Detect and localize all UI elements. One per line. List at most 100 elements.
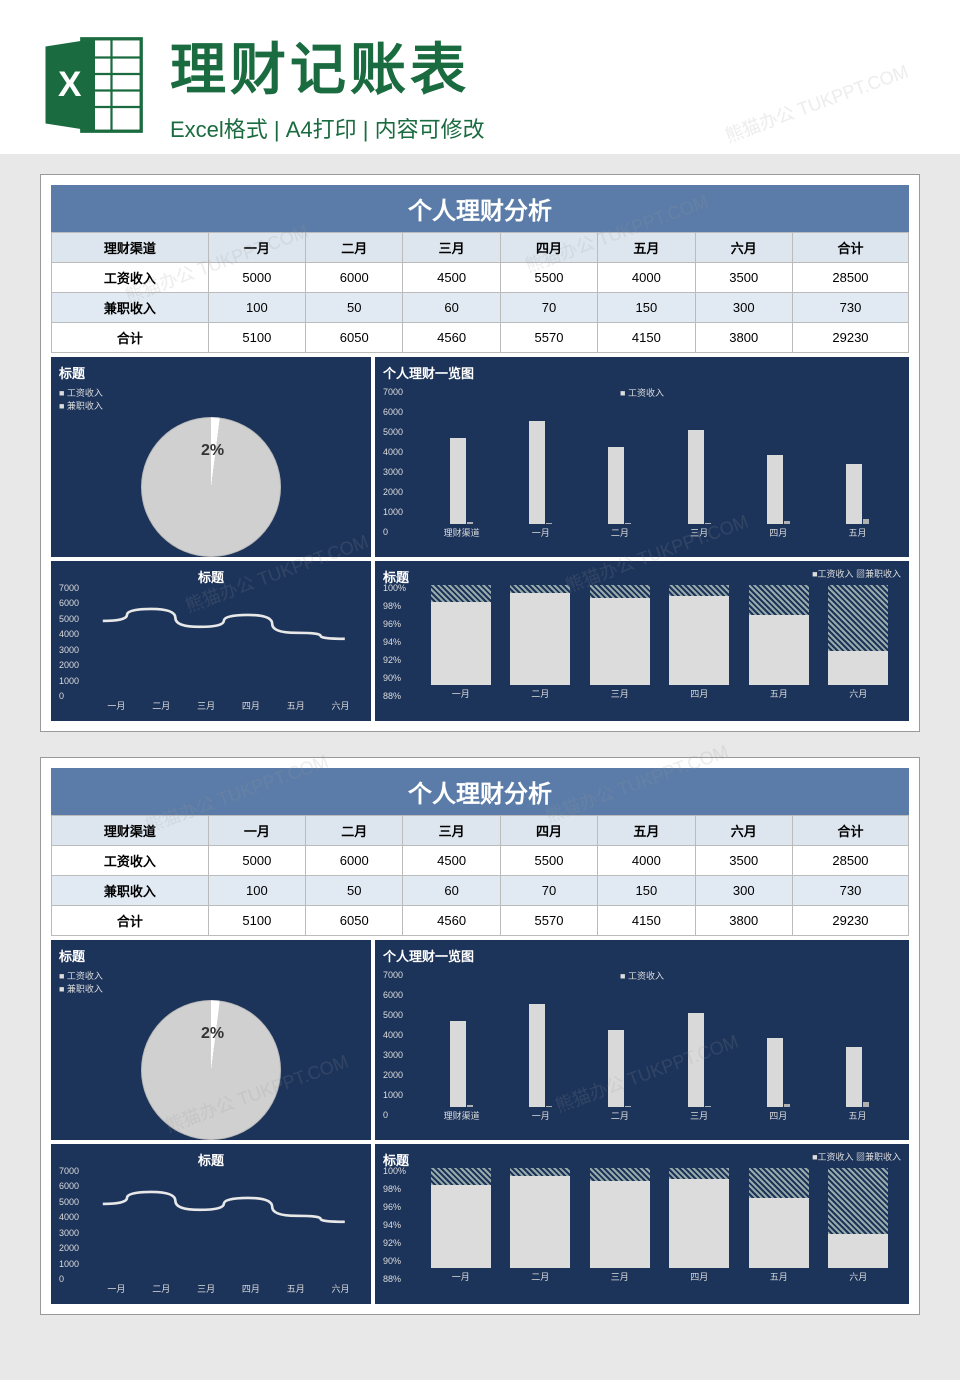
y-tick: 4000	[383, 447, 403, 457]
chart-title: 标题	[59, 946, 363, 965]
line-x-label: 三月	[184, 1282, 229, 1295]
table-cell: 5100	[208, 906, 305, 936]
stacked-bar-group: 一月	[423, 585, 499, 700]
y-tick: 7000	[59, 1166, 79, 1176]
stacked-bar-group: 一月	[423, 1168, 499, 1283]
table-header-cell: 一月	[208, 816, 305, 846]
stacked-bar-group: 五月	[741, 585, 817, 700]
bar-main	[529, 421, 545, 524]
line-x-label: 一月	[94, 1282, 139, 1295]
stacked-x-label: 二月	[531, 687, 549, 700]
bar-group: 一月	[502, 404, 579, 539]
table-cell: 60	[403, 876, 500, 906]
table-header-cell: 二月	[306, 233, 403, 263]
pie-slice-label: 2%	[201, 442, 224, 460]
bar-secondary	[546, 1106, 552, 1107]
bar-secondary	[467, 522, 473, 524]
bar-x-label: 一月	[532, 1109, 550, 1122]
table-cell: 5000	[208, 846, 305, 876]
stacked-x-label: 一月	[452, 687, 470, 700]
stacked-bar-group: 五月	[741, 1168, 817, 1283]
y-tick: 7000	[383, 970, 403, 980]
table-header-cell: 五月	[598, 816, 695, 846]
stacked-seg-main	[669, 596, 729, 685]
bar-secondary	[784, 1104, 790, 1107]
stacked-x-label: 一月	[452, 1270, 470, 1283]
y-tick: 0	[59, 691, 79, 701]
table-cell: 150	[598, 876, 695, 906]
table-cell: 4000	[598, 846, 695, 876]
table-header-cell: 三月	[403, 816, 500, 846]
svg-text:X: X	[58, 65, 82, 104]
bar-legend: ■ 工资收入	[383, 969, 901, 982]
stacked-seg-main	[749, 1198, 809, 1268]
bar-chart: 个人理财一览图 ■ 工资收入70006000500040003000200010…	[375, 940, 909, 1140]
stacked-seg-main	[510, 593, 570, 685]
worksheet: 个人理财分析理财渠道一月二月三月四月五月六月合计工资收入500060004500…	[40, 174, 920, 732]
bar-secondary	[467, 1105, 473, 1107]
bar-group: 四月	[740, 987, 817, 1122]
bar-main	[608, 1030, 624, 1107]
y-tick: 90%	[383, 1256, 406, 1266]
bar-x-label: 四月	[769, 1109, 787, 1122]
line-x-label: 五月	[273, 1282, 318, 1295]
table-header-cell: 四月	[500, 233, 597, 263]
y-tick: 88%	[383, 1274, 406, 1284]
y-tick: 98%	[383, 601, 406, 611]
table-cell: 3800	[695, 906, 792, 936]
bar-group: 一月	[502, 987, 579, 1122]
bar-secondary	[625, 1106, 631, 1107]
table-cell: 100	[208, 876, 305, 906]
bar-main	[688, 1013, 704, 1107]
table-cell: 3500	[695, 263, 792, 293]
table-cell: 5500	[500, 846, 597, 876]
table-header-cell: 五月	[598, 233, 695, 263]
bar-x-label: 三月	[690, 1109, 708, 1122]
pie-chart: 标题 ■ 工资收入■ 兼职收入2%	[51, 940, 371, 1140]
chart-title: 标题	[59, 567, 363, 586]
table-cell: 28500	[792, 846, 908, 876]
y-tick: 6000	[59, 1181, 79, 1191]
table-cell: 50	[306, 876, 403, 906]
line-x-label: 三月	[184, 699, 229, 712]
table-header-cell: 六月	[695, 233, 792, 263]
table-row: 工资收入50006000450055004000350028500	[52, 846, 909, 876]
stacked-seg-main	[510, 1176, 570, 1268]
table-cell: 4150	[598, 323, 695, 353]
y-tick: 1000	[59, 676, 79, 686]
y-tick: 2000	[59, 660, 79, 670]
stacked-x-label: 二月	[531, 1270, 549, 1283]
bar-chart: 个人理财一览图 ■ 工资收入70006000500040003000200010…	[375, 357, 909, 557]
table-header-cell: 合计	[792, 816, 908, 846]
table-row: 合计51006050456055704150380029230	[52, 323, 909, 353]
table-cell: 4150	[598, 906, 695, 936]
table-cell: 4000	[598, 263, 695, 293]
y-tick: 96%	[383, 619, 406, 629]
table-header-cell: 合计	[792, 233, 908, 263]
stacked-seg-main	[431, 1185, 491, 1268]
stacked-seg-top	[590, 585, 650, 598]
table-cell: 5500	[500, 263, 597, 293]
table-cell: 4560	[403, 906, 500, 936]
y-tick: 6000	[383, 990, 403, 1000]
y-tick: 2000	[383, 1070, 403, 1080]
stacked-x-label: 六月	[849, 687, 867, 700]
stacked-x-label: 四月	[690, 687, 708, 700]
y-tick: 0	[59, 1274, 79, 1284]
bar-group: 二月	[581, 987, 658, 1122]
bar-group: 五月	[819, 404, 896, 539]
stacked-x-label: 五月	[770, 1270, 788, 1283]
table-header-cell: 四月	[500, 816, 597, 846]
row-label: 合计	[52, 906, 209, 936]
table-cell: 5570	[500, 906, 597, 936]
y-tick: 100%	[383, 583, 406, 593]
table-cell: 6050	[306, 323, 403, 353]
table-cell: 4560	[403, 323, 500, 353]
line-x-label: 六月	[318, 1282, 363, 1295]
table-header-cell: 理财渠道	[52, 233, 209, 263]
bar-secondary	[863, 1102, 869, 1107]
row-label: 兼职收入	[52, 876, 209, 906]
table-cell: 300	[695, 876, 792, 906]
line-x-label: 一月	[94, 699, 139, 712]
stacked-x-label: 六月	[849, 1270, 867, 1283]
